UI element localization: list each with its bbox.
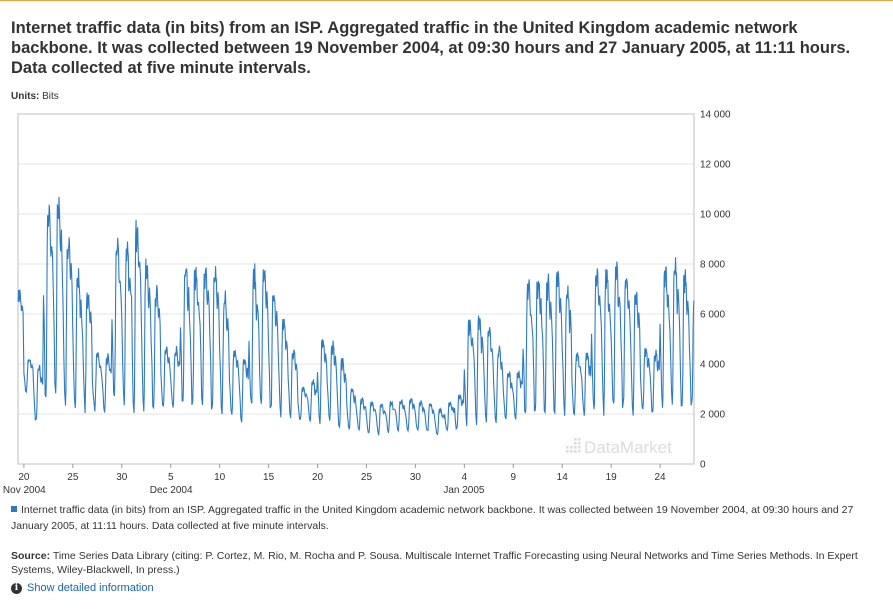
legend-swatch [11, 506, 17, 512]
units-value: Bits [42, 91, 59, 102]
source-label: Source: [11, 550, 51, 562]
x-axis: 20 Nov 2004 25 30 5 Dec 2004 10 15 20 25 30 4 Jan 20… [3, 464, 666, 496]
watermark-dot [574, 446, 577, 449]
watermark-dot [578, 450, 581, 453]
series-line[interactable] [17, 196, 695, 436]
x-tick-label: 9 [510, 472, 516, 483]
watermark-dot [574, 438, 577, 441]
x-tick-label: 30 [116, 472, 128, 483]
watermark-text: DataMarket [584, 438, 672, 457]
watermark-dot [566, 450, 569, 453]
x-tick-sublabel: Jan 2005 [443, 485, 485, 496]
x-tick-label: 10 [214, 472, 226, 483]
show-details-label: Show detailed information [27, 582, 154, 594]
y-tick-label: 10 000 [700, 210, 731, 221]
x-tick-label: 5 [168, 472, 174, 483]
chart-title: Internet traffic data (in bits) from an … [11, 19, 851, 77]
datamarket-watermark: DataMarket [566, 438, 672, 457]
watermark-dot [570, 450, 573, 453]
x-tick-label: 15 [263, 472, 275, 483]
chart-svg: DataMarket 0 2 000 4 000 6 000 8 000 10 000 12… [3, 110, 731, 497]
watermark-dot [578, 446, 581, 449]
x-tick-label: 4 [462, 472, 468, 483]
x-tick-label: 30 [410, 472, 422, 483]
x-tick-label: 25 [67, 472, 79, 483]
y-tick-label: 12 000 [700, 160, 731, 171]
units-key: Units: [11, 91, 40, 102]
x-tick-label: 19 [606, 472, 618, 483]
show-details-link[interactable]: i Show detailed information [11, 582, 154, 594]
x-tick-label: 20 [312, 472, 324, 483]
x-tick-sublabel: Dec 2004 [150, 485, 193, 496]
y-tick-label: 0 [700, 460, 706, 471]
grid-lines [18, 163, 694, 415]
watermark-dot [578, 438, 581, 441]
y-tick-label: 4 000 [700, 360, 725, 371]
units-label: Units: Bits [11, 91, 59, 102]
x-tick-label: 25 [361, 472, 373, 483]
source-note: Source: Time Series Data Library (citing… [11, 549, 871, 577]
plot-frame [17, 113, 695, 465]
legend[interactable]: Internet traffic data (in bits) from an … [11, 502, 871, 534]
watermark-dot [566, 446, 569, 449]
y-tick-label: 6 000 [700, 310, 725, 321]
watermark-dot [570, 446, 573, 449]
legend-text: Internet traffic data (in bits) from an … [11, 504, 854, 532]
y-axis: 0 2 000 4 000 6 000 8 000 10 000 12 000 14 000 [700, 110, 731, 471]
x-tick-sublabel: Nov 2004 [3, 485, 46, 496]
y-tick-label: 14 000 [700, 110, 731, 121]
x-tick-label: 24 [655, 472, 667, 483]
x-tick-label: 20 [18, 472, 30, 483]
x-tick-label: 14 [557, 472, 569, 483]
watermark-dot [574, 450, 577, 453]
y-tick-label: 8 000 [700, 260, 725, 271]
y-tick-label: 2 000 [700, 410, 725, 421]
watermark-dot [574, 442, 577, 445]
source-text: Time Series Data Library (citing: P. Cor… [11, 550, 858, 576]
datamarket-logo-icon [566, 438, 581, 453]
info-icon: i [11, 582, 22, 594]
watermark-dot [578, 442, 581, 445]
